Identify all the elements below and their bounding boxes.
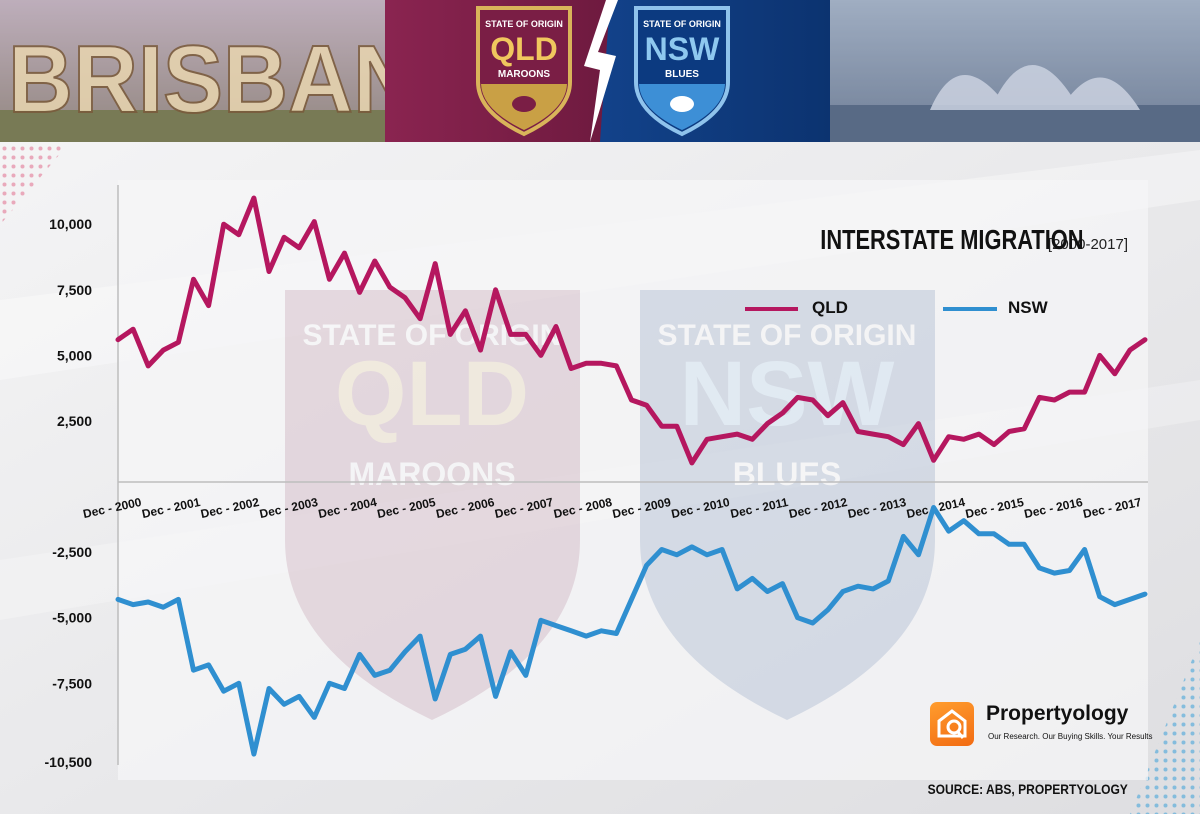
x-tick-label: Dec - 2001 (141, 495, 202, 521)
x-tick-label: Dec - 2015 (964, 495, 1025, 521)
series-line-qld (115, 195, 1148, 466)
series-layer (115, 195, 1148, 757)
qld-watermark-name: QLD (335, 343, 529, 445)
x-tick-label: Dec - 2017 (1082, 495, 1143, 521)
lightning-divider (584, 0, 618, 142)
x-tick-label: Dec - 2003 (258, 495, 319, 521)
qld-watermark-bottom: MAROONS (348, 456, 515, 492)
banner-graphic: BRISBANE STATE OF ORIGIN QLD MAROONS (0, 0, 1200, 142)
x-tick-label: Dec - 2011 (729, 495, 790, 521)
brand-tagline: Our Research. Our Buying Skills. Your Re… (988, 732, 1153, 741)
nsw-watermark-top: STATE OF ORIGIN (658, 319, 917, 352)
banner: BRISBANE STATE OF ORIGIN QLD MAROONS (0, 0, 1200, 142)
y-axis-ticks: 10,000 7,500 5,000 2,500 -2,500 -5,000 -7,500 -… (45, 216, 93, 770)
y-tick-label: 10,000 (49, 216, 92, 232)
x-tick-label: Dec - 2016 (1023, 495, 1084, 521)
qld-badge-bottom: MAROONS (498, 69, 551, 80)
x-tick-label: Dec - 2009 (611, 495, 672, 521)
y-tick-label: -10,500 (45, 754, 93, 770)
chart-title-block: INTERSTATE MIGRATION[2000-2017] (746, 224, 1128, 256)
house-magnifier-icon (930, 702, 974, 746)
chart-title: INTERSTATE MIGRATION (820, 224, 1084, 255)
nsw-badge-top: STATE OF ORIGIN (643, 19, 721, 29)
nsw-shield-logo: STATE OF ORIGIN NSW BLUES (634, 6, 730, 137)
x-tick-label: Dec - 2007 (493, 495, 554, 521)
x-tick-label: Dec - 2006 (435, 495, 496, 521)
qld-badge-name: QLD (490, 31, 558, 67)
nsw-badge-name: NSW (645, 31, 720, 67)
source-note: SOURCE: ABS, PROPERTYOLOGY (927, 781, 1128, 797)
nsw-watermark-bottom: BLUES (733, 456, 841, 492)
pink-dots-decor (0, 142, 70, 225)
x-tick-label: Dec - 2002 (199, 495, 260, 521)
x-tick-label: Dec - 2012 (788, 495, 849, 521)
y-tick-label: -5,000 (52, 610, 92, 626)
x-tick-label: Dec - 2000 (82, 495, 143, 521)
legend-label-qld: QLD (812, 298, 848, 317)
nsw-badge-bottom: BLUES (665, 69, 699, 80)
qld-badge-top: STATE OF ORIGIN (485, 19, 563, 29)
x-tick-label: Dec - 2005 (376, 495, 437, 521)
series-line-nsw (115, 505, 1148, 757)
qld-shield-logo: STATE OF ORIGIN QLD MAROONS (476, 6, 572, 137)
chart-subtitle: [2000-2017] (1047, 236, 1128, 253)
brand-name: Propertyology (986, 702, 1129, 725)
qld-watermark: STATE OF ORIGIN QLD MAROONS (285, 290, 580, 720)
y-tick-label: -2,500 (52, 544, 92, 560)
propertyology-brand: Propertyology Our Research. Our Buying S… (930, 700, 1153, 750)
y-tick-label: -7,500 (52, 675, 92, 691)
opera-house-shape (930, 65, 1140, 110)
y-tick-label: 7,500 (57, 282, 92, 298)
x-tick-label: Dec - 2013 (846, 495, 907, 521)
plot-panel (118, 180, 1148, 780)
y-tick-label: 2,500 (57, 413, 92, 429)
legend-label-nsw: NSW (1008, 298, 1048, 317)
x-tick-label: Dec - 2010 (670, 495, 731, 521)
y-tick-label: 5,000 (57, 347, 92, 363)
chart-background: STATE OF ORIGIN QLD MAROONS STATE OF ORI… (0, 142, 1200, 814)
x-tick-label: Dec - 2008 (552, 495, 613, 521)
x-tick-label: Dec - 2004 (317, 495, 378, 521)
